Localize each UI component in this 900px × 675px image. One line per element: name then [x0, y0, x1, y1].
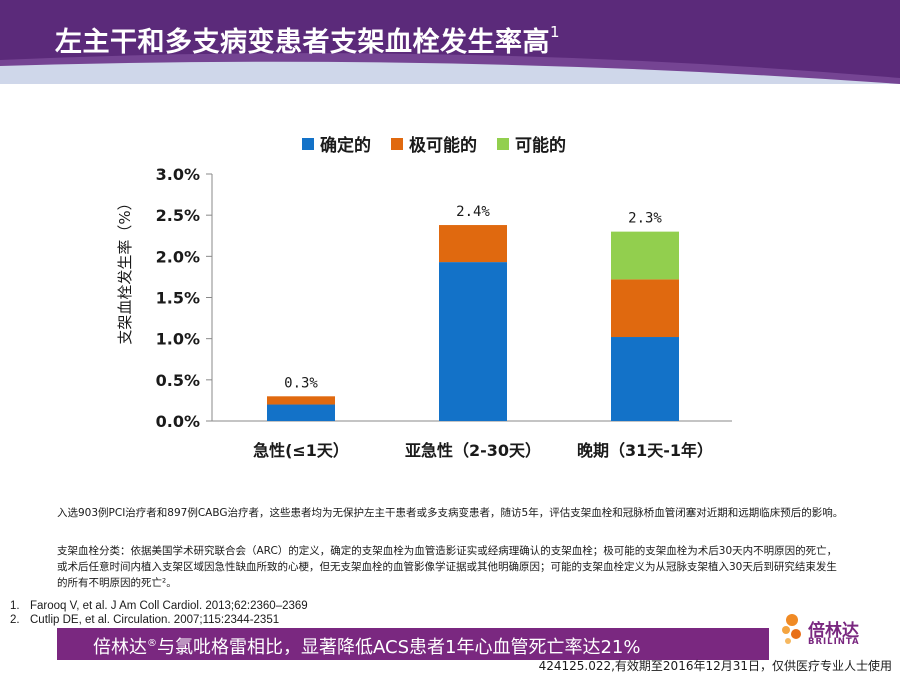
y-tick-label: 0.5%	[156, 371, 200, 390]
y-tick-label: 3.0%	[156, 165, 200, 184]
x-category-label: 晚期（31天-1年）	[577, 441, 713, 460]
legend-label-probable: 极可能的	[409, 136, 477, 156]
classification-note: 支架血栓分类：依据美国学术研究联合会（ARC）的定义，确定的支架血栓为血管造影证…	[57, 545, 838, 589]
bar-total-label: 2.3%	[628, 211, 662, 227]
bar-segment-probable	[611, 279, 679, 338]
y-axis-label: 支架血栓发生率（%）	[116, 195, 134, 345]
legend-item-definite: 确定的	[302, 131, 371, 156]
footer-disclaimer: 424125.022,有效期至2016年12月31日，仅供医疗专业人士使用	[538, 659, 892, 673]
bar-segment-probable	[267, 396, 335, 405]
logo-text-en: BRILINTA	[808, 637, 860, 647]
study-description: 入选903例PCI治疗者和897例CABG治疗者，这些患者均为无保护左主干患者或…	[57, 507, 844, 519]
references: 1. Farooq V, et al. J Am Coll Cardiol. 20…	[10, 599, 308, 627]
key-message-bar: 倍林达®与氯吡格雷相比，显著降低ACS患者1年心血管死亡率达21%	[57, 628, 769, 660]
legend-item-possible: 可能的	[497, 131, 566, 156]
y-tick-label: 2.5%	[156, 206, 200, 225]
bar-segment-probable	[439, 225, 507, 263]
bar-total-label: 2.4%	[456, 204, 490, 220]
legend-swatch-definite	[302, 137, 314, 150]
legend-swatch-possible	[497, 137, 509, 150]
header-band: 左主干和多支病变患者支架血栓发生率高1	[0, 0, 900, 84]
legend-label-definite: 确定的	[320, 136, 371, 156]
header-background	[0, 0, 900, 84]
legend-item-probable: 极可能的	[391, 131, 477, 156]
x-category-label: 亚急性（2-30天）	[405, 441, 541, 460]
y-tick-label: 0.0%	[156, 412, 200, 431]
bar-segment-definite	[267, 404, 335, 421]
y-tick-label: 1.5%	[156, 289, 200, 308]
bar-segment-possible	[611, 231, 679, 280]
reference-item: 1. Farooq V, et al. J Am Coll Cardiol. 20…	[10, 600, 308, 612]
y-tick-label: 2.0%	[156, 247, 200, 266]
page-title: 左主干和多支病变患者支架血栓发生率高1	[55, 23, 561, 58]
x-category-label: 急性(≤1天）	[253, 441, 349, 460]
title-ref: 1	[550, 23, 561, 41]
reference-item: 2. Cutlip DE, et al. Circulation. 2007;11…	[10, 614, 280, 626]
legend-swatch-probable	[391, 137, 403, 150]
y-tick-label: 1.0%	[156, 330, 200, 349]
bar-segment-definite	[611, 337, 679, 421]
legend-label-possible: 可能的	[515, 136, 566, 156]
bar-segment-definite	[439, 262, 507, 421]
brilinta-logo	[782, 614, 801, 644]
logo-text-cn: 倍林达	[808, 621, 859, 641]
chart-legend: 确定的 极可能的 可能的	[302, 131, 566, 156]
stacked-bar-chart: 0.0% 0.5% 1.0% 1.5% 2.0% 2.5% 3.0% 0.3% 急性(≤1天） 2…	[156, 165, 732, 460]
bar-total-label: 0.3%	[284, 375, 318, 391]
